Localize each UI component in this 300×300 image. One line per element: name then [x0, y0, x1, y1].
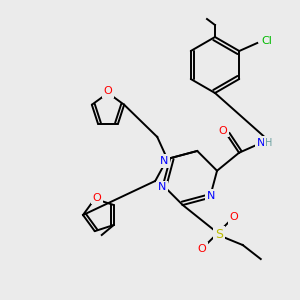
Text: S: S	[215, 227, 223, 241]
Text: N: N	[158, 182, 166, 192]
Text: O: O	[103, 86, 112, 96]
Text: H: H	[266, 138, 273, 148]
Text: O: O	[197, 244, 206, 254]
Text: N: N	[160, 156, 168, 166]
Text: N: N	[207, 191, 215, 201]
Text: Cl: Cl	[262, 36, 273, 46]
Text: O: O	[219, 126, 227, 136]
Text: O: O	[230, 212, 238, 222]
Text: N: N	[257, 138, 265, 148]
Text: O: O	[92, 193, 101, 203]
